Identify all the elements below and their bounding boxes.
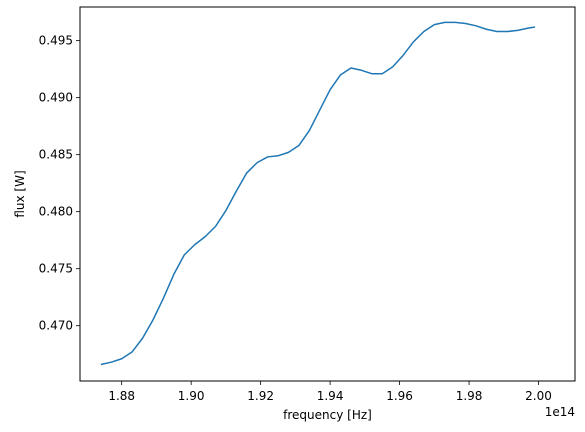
x-axis-ticks: 1.88 1.90 1.92 1.94 1.96 1.98 2.00 [108, 381, 552, 403]
x-tick-label: 1.90 [178, 389, 205, 403]
y-tick-label: 0.495 [39, 34, 73, 48]
x-axis-offset-text: 1e14 [545, 405, 575, 419]
x-tick-label: 1.94 [317, 389, 344, 403]
y-tick-label: 0.485 [39, 148, 73, 162]
axes-frame [79, 6, 576, 382]
y-tick-label: 0.490 [39, 91, 73, 105]
x-tick-label: 1.92 [247, 389, 274, 403]
y-tick-label: 0.475 [39, 262, 73, 276]
x-axis-label: frequency [Hz] [283, 408, 372, 422]
y-tick-label: 0.470 [39, 319, 73, 333]
x-tick-label: 1.96 [386, 389, 413, 403]
y-tick-label: 0.480 [39, 205, 73, 219]
y-axis-ticks: 0.470 0.475 0.480 0.485 0.490 0.495 [39, 34, 80, 333]
x-tick-label: 1.88 [108, 389, 135, 403]
x-tick-label: 2.00 [525, 389, 552, 403]
series-line-0 [100, 21, 536, 366]
x-tick-label: 1.98 [456, 389, 483, 403]
y-axis-label: flux [W] [13, 170, 27, 217]
plot-area [100, 21, 536, 366]
